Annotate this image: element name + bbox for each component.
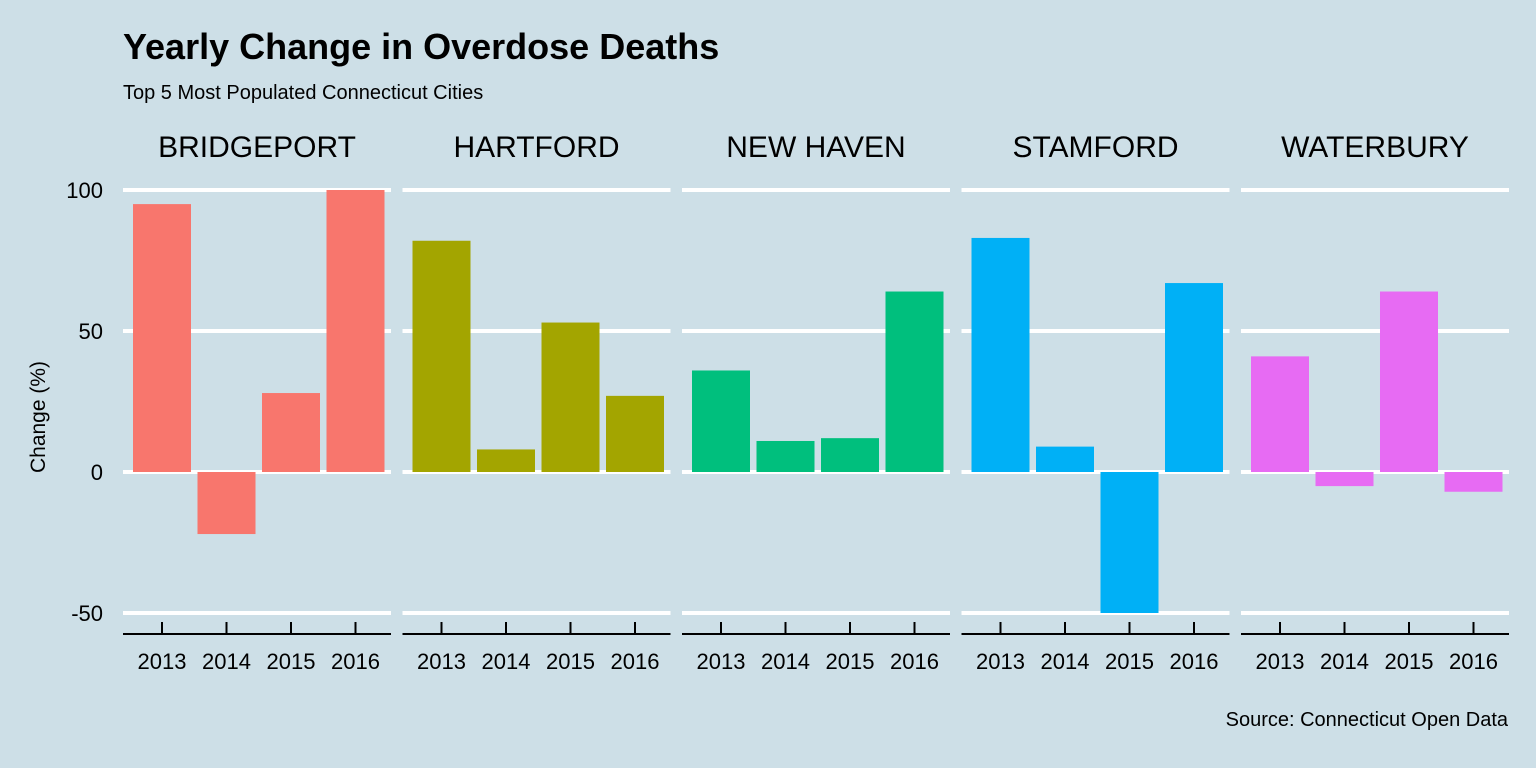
- y-axis-ticks: -50 0 50 100: [66, 178, 103, 626]
- bar-new-haven-2014: [756, 440, 815, 472]
- x-tick-label: 2016: [890, 649, 939, 674]
- bar-waterbury-2015: [1380, 291, 1438, 472]
- x-tick-label: 2016: [611, 649, 660, 674]
- facet-strip-label: WATERBURY: [1281, 131, 1469, 164]
- bar-waterbury-2013: [1251, 356, 1309, 472]
- x-tick-label: 2016: [1170, 649, 1219, 674]
- bar-new-haven-2016: [885, 291, 944, 472]
- bar-hartford-2016: [606, 395, 664, 472]
- facet-panel: NEW HAVEN 2013 2014 2015 2016: [682, 131, 950, 674]
- x-tick-label: 2014: [1041, 649, 1090, 674]
- bar-waterbury-2016: [1444, 472, 1503, 492]
- bar-new-haven-2013: [692, 370, 750, 472]
- bar-bridgeport-2015: [262, 393, 320, 472]
- bar-bridgeport-2013: [133, 204, 191, 472]
- facet-panels: BRIDGEPORT 2013 2014 2015 2016 HARTFORD 2013 20…: [123, 131, 1509, 674]
- x-tick-label: 2013: [1256, 649, 1305, 674]
- y-tick-label: 50: [79, 319, 103, 344]
- bar-waterbury-2014: [1315, 472, 1374, 487]
- x-tick-label: 2015: [1385, 649, 1434, 674]
- bar-stamford-2015: [1100, 472, 1159, 613]
- bar-hartford-2014: [477, 449, 535, 472]
- x-tick-label: 2015: [1105, 649, 1154, 674]
- bar-hartford-2015: [541, 322, 600, 472]
- x-tick-label: 2014: [482, 649, 531, 674]
- facet-strip-label: STAMFORD: [1012, 131, 1178, 164]
- facet-strip-label: HARTFORD: [453, 131, 619, 164]
- bar-stamford-2013: [971, 237, 1030, 472]
- x-tick-label: 2013: [138, 649, 187, 674]
- x-tick-label: 2013: [976, 649, 1025, 674]
- chart-caption: Source: Connecticut Open Data: [1225, 709, 1508, 731]
- y-tick-label: 100: [66, 178, 103, 203]
- facet-panel: BRIDGEPORT 2013 2014 2015 2016: [123, 131, 391, 674]
- y-tick-label: 0: [91, 460, 103, 485]
- x-tick-label: 2015: [546, 649, 595, 674]
- chart-title: Yearly Change in Overdose Deaths: [123, 26, 720, 67]
- x-tick-label: 2013: [417, 649, 466, 674]
- x-tick-label: 2016: [331, 649, 380, 674]
- facet-strip-label: NEW HAVEN: [726, 131, 905, 164]
- x-tick-label: 2014: [202, 649, 251, 674]
- bar-hartford-2013: [412, 240, 471, 472]
- bar-bridgeport-2014: [197, 472, 256, 535]
- y-tick-label: -50: [71, 601, 103, 626]
- bar-stamford-2014: [1036, 446, 1094, 472]
- chart-subtitle: Top 5 Most Populated Connecticut Cities: [123, 82, 484, 104]
- x-tick-label: 2014: [761, 649, 810, 674]
- x-tick-label: 2015: [826, 649, 875, 674]
- facet-panel: HARTFORD 2013 2014 2015 2016: [402, 131, 671, 674]
- x-tick-label: 2013: [697, 649, 746, 674]
- x-tick-label: 2015: [267, 649, 316, 674]
- facet-panel: STAMFORD 2013 2014 2015 2016: [961, 131, 1230, 674]
- x-tick-label: 2016: [1449, 649, 1498, 674]
- y-axis-label: Change (%): [27, 361, 50, 473]
- facet-strip-label: BRIDGEPORT: [158, 131, 356, 164]
- facet-panel: WATERBURY 2013 2014 2015 2016: [1241, 131, 1509, 674]
- bar-stamford-2016: [1165, 283, 1223, 472]
- x-tick-label: 2014: [1320, 649, 1369, 674]
- bar-new-haven-2015: [821, 438, 879, 472]
- bar-bridgeport-2016: [326, 190, 385, 472]
